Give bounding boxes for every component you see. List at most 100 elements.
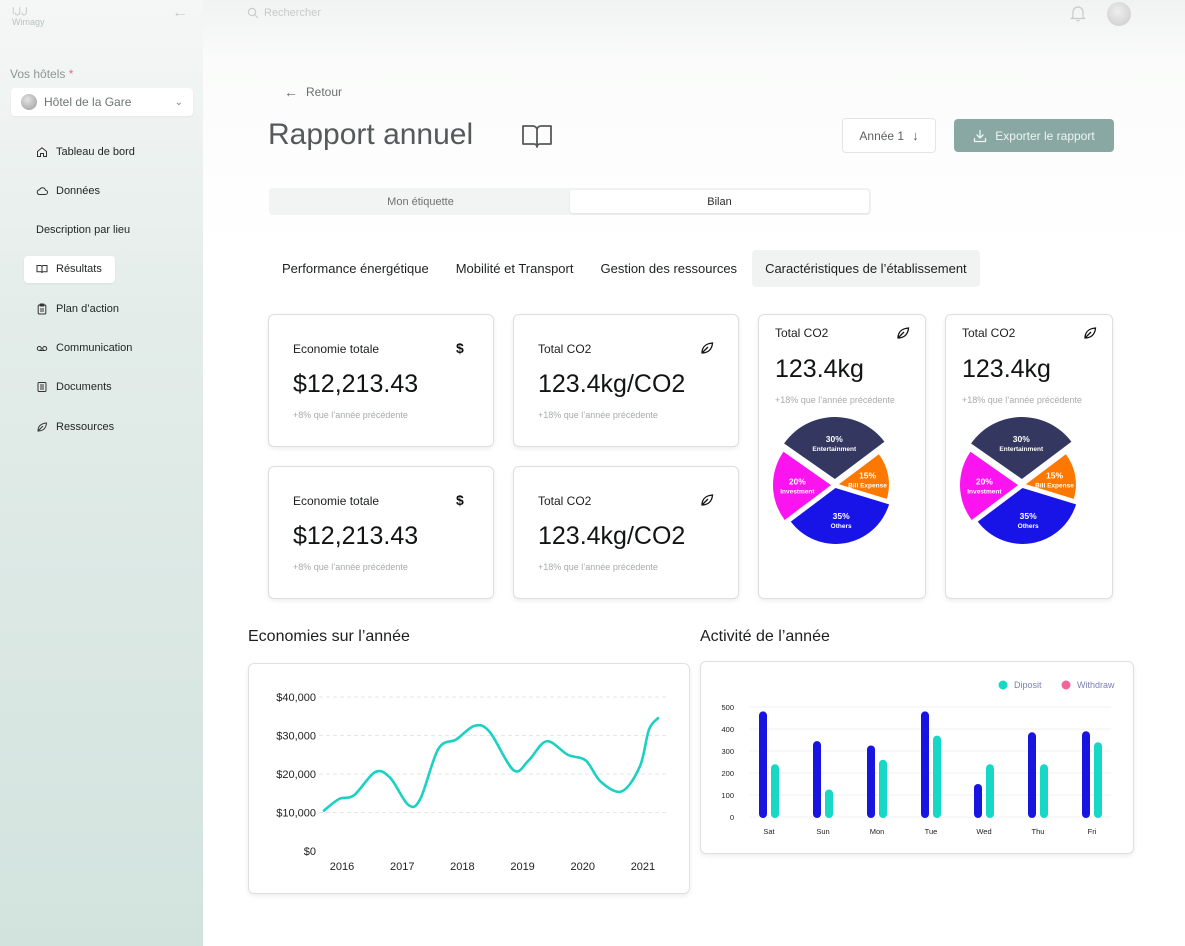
download-icon: [974, 129, 987, 142]
pie-slice-label: Bill Expense: [1035, 482, 1074, 489]
economy-card: Economie totale $ $12,213.43 +8% que l’a…: [268, 466, 494, 599]
pie-slice-entertainment[interactable]: [971, 417, 1072, 480]
pie-slice-label: Others: [831, 523, 852, 530]
bar-diposit[interactable]: [921, 711, 929, 818]
pie-slice-label: Entertainment: [999, 446, 1044, 453]
y-tick-label: $30,000: [276, 731, 316, 743]
x-tick-label: 2017: [390, 861, 414, 873]
bar-withdraw[interactable]: [933, 735, 941, 818]
legend-label: Diposit: [1014, 680, 1042, 690]
sidebar-item-plan-action[interactable]: Plan d’action: [24, 295, 194, 322]
bar-diposit[interactable]: [974, 784, 982, 818]
pie-slice-entertainment[interactable]: [784, 417, 885, 480]
card-subtext: +18% que l’année précédente: [775, 395, 895, 405]
card-value: 123.4kg/CO2: [538, 522, 686, 550]
pie-pct-label: 20%: [976, 477, 993, 487]
x-tick-label: 2020: [571, 861, 595, 873]
x-tick-label: 2019: [510, 861, 534, 873]
savings-line-chart: $0 $10,000 $20,000 $30,000 $40,000 2016 2017 20…: [276, 692, 667, 873]
sidebar-item-tableau-de-bord[interactable]: Tableau de bord: [24, 138, 194, 165]
pie-slice-investment[interactable]: [773, 451, 832, 520]
chevron-down-icon: ⌄: [174, 96, 183, 108]
document-icon: [36, 381, 48, 393]
bar-withdraw[interactable]: [879, 759, 887, 818]
arrow-down-icon: ↓: [912, 128, 919, 143]
pie-slice-label: Bill Expense: [848, 482, 887, 489]
pie-slice-others[interactable]: [977, 487, 1077, 544]
legend-swatch: [1061, 680, 1071, 690]
leaf-icon: [36, 421, 48, 433]
sidebar-item-resultats[interactable]: Résultats: [24, 255, 115, 283]
bar-diposit[interactable]: [813, 741, 821, 818]
card-value: 123.4kg: [962, 355, 1051, 383]
segment-mon-etiquette[interactable]: Mon étiquette: [387, 195, 454, 208]
x-tick-label: Mon: [870, 827, 885, 836]
bar-diposit[interactable]: [867, 745, 875, 819]
app-logo[interactable]: ﻝﻝﺍ Wimagy: [12, 6, 45, 27]
page-title: Rapport annuel: [268, 118, 474, 151]
avatar[interactable]: [1107, 2, 1131, 26]
bar-withdraw[interactable]: [1094, 742, 1102, 818]
arrow-left-icon: ←: [284, 84, 298, 100]
y-tick-label: 0: [730, 813, 734, 822]
co2-pie-card: Total CO2 123.4kg +18% que l’année précé…: [758, 314, 926, 599]
pie-slice-investment[interactable]: [960, 451, 1019, 520]
x-tick-label: Sun: [816, 827, 829, 836]
back-link[interactable]: ← Retour: [284, 84, 343, 100]
bar-diposit[interactable]: [1028, 732, 1036, 818]
pie-slice-bill-expense[interactable]: [838, 454, 889, 499]
sidebar-item-ressources[interactable]: Ressources: [24, 413, 194, 440]
header-background: [203, 60, 1185, 250]
segment-bilan[interactable]: Bilan: [570, 190, 869, 213]
tab-caracteristiques-etablissement[interactable]: Caractéristiques de l’établissement: [752, 250, 980, 287]
legend-label: Withdraw: [1077, 680, 1115, 690]
search-input[interactable]: Rechercher: [247, 7, 321, 19]
savings-line: [322, 716, 660, 812]
pie-slice-others[interactable]: [790, 487, 890, 544]
hotel-avatar-icon: [21, 94, 37, 110]
y-tick-label: 500: [721, 703, 734, 712]
card-subtext: +18% que l’année précédente: [962, 395, 1082, 405]
bar-withdraw[interactable]: [1040, 764, 1048, 818]
card-title: Economie totale: [293, 342, 380, 356]
card-subtext: +18% que l’année précédente: [538, 410, 658, 420]
card-title: Total CO2: [775, 326, 829, 340]
sidebar-item-documents[interactable]: Documents: [24, 374, 194, 401]
sidebar-item-donnees[interactable]: Données: [24, 177, 194, 204]
leaf-icon: [700, 341, 714, 355]
book-icon: [36, 263, 48, 275]
co2-pie-chart: 30% Entertainment 15% Bill Expense 35% Others…: [960, 417, 1077, 544]
card-subtext: +8% que l’année précédente: [293, 410, 408, 420]
pie-pct-label: 30%: [826, 434, 843, 444]
dollar-icon: $: [456, 492, 464, 508]
bar-withdraw[interactable]: [771, 764, 779, 818]
y-tick-label: 200: [721, 769, 734, 778]
sidebar-item-communication[interactable]: Communication: [24, 334, 194, 361]
economy-card: Economie totale $ $12,213.43 +8% que l’a…: [268, 314, 494, 447]
tab-mobilite-transport[interactable]: Mobilité et Transport: [455, 261, 574, 276]
clipboard-icon: [36, 303, 48, 315]
pie-slice-label: Entertainment: [812, 446, 857, 453]
bar-diposit[interactable]: [759, 711, 767, 818]
year-select-button[interactable]: Année 1 ↓: [842, 118, 936, 153]
sidebar-item-description-par-lieu[interactable]: Description par lieu: [36, 224, 131, 237]
export-report-button[interactable]: Exporter le rapport: [954, 119, 1114, 152]
y-tick-label: 400: [721, 725, 734, 734]
tab-gestion-ressources[interactable]: Gestion des ressources: [600, 261, 738, 276]
bell-icon[interactable]: [1070, 4, 1086, 22]
card-title: Total CO2: [962, 326, 1016, 340]
pie-pct-label: 35%: [1020, 511, 1037, 521]
tab-performance-energetique[interactable]: Performance énergétique: [282, 261, 429, 276]
y-tick-label: $10,000: [276, 808, 316, 820]
y-tick-label: $20,000: [276, 769, 316, 781]
bar-diposit[interactable]: [1082, 731, 1090, 818]
bar-withdraw[interactable]: [825, 789, 833, 819]
hotel-select[interactable]: Hôtel de la Gare ⌄: [11, 88, 193, 116]
collapse-sidebar-icon[interactable]: ←: [172, 4, 188, 21]
activity-bar-chart: 0 100 200 300 400 500 Sat Sun Mon Tue Wed Thu Fri Dip…: [721, 680, 1115, 836]
bar-withdraw[interactable]: [986, 764, 994, 818]
pie-pct-label: 15%: [859, 470, 876, 480]
pie-slice-bill-expense[interactable]: [1025, 454, 1076, 499]
pie-slice-label: Others: [1018, 523, 1039, 530]
card-subtext: +8% que l’année précédente: [293, 562, 408, 572]
